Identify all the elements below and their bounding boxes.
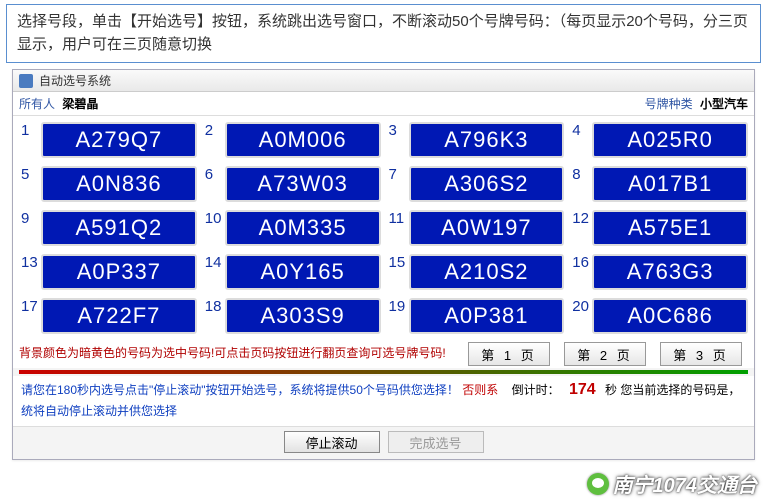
app-window: 自动选号系统 所有人 梁碧晶 号牌种类 小型汽车 1A279Q72A0M0063… [12, 69, 755, 460]
plate-value: A73W03 [225, 166, 381, 202]
category-label: 号牌种类 [645, 97, 693, 111]
plate-cell[interactable]: 18A303S9 [203, 296, 381, 336]
plate-index: 3 [387, 120, 409, 139]
plate-grid-area: 1A279Q72A0M0063A796K34A025R05A0N8366A73W… [13, 116, 754, 340]
plate-value: A0Y165 [225, 254, 381, 290]
plate-cell[interactable]: 11A0W197 [387, 208, 565, 248]
status-row: 请您在180秒内选号点击"停止滚动"按钮开始选号，系统将提供50个号码供您选择！… [13, 376, 754, 426]
plate-value: A575E1 [592, 210, 748, 246]
gradient-divider [19, 370, 748, 374]
plate-value: A0M335 [225, 210, 381, 246]
plate-cell[interactable]: 4A025R0 [570, 120, 748, 160]
status-line2: 统将自动停止滚动并供您选择 [21, 404, 177, 418]
plate-cell[interactable]: 1A279Q7 [19, 120, 197, 160]
plate-cell[interactable]: 8A017B1 [570, 164, 748, 204]
plate-value: A763G3 [592, 254, 748, 290]
plate-index: 12 [570, 208, 592, 227]
plate-cell[interactable]: 17A722F7 [19, 296, 197, 336]
plate-grid: 1A279Q72A0M0063A796K34A025R05A0N8366A73W… [15, 120, 752, 336]
plate-index: 11 [387, 208, 409, 227]
plate-cell[interactable]: 6A73W03 [203, 164, 381, 204]
plate-index: 13 [19, 252, 41, 271]
plate-index: 4 [570, 120, 592, 139]
plate-index: 9 [19, 208, 41, 227]
plate-index: 17 [19, 296, 41, 315]
plate-value: A591Q2 [41, 210, 197, 246]
plate-index: 5 [19, 164, 41, 183]
page-1-button[interactable]: 第 1 页 [468, 342, 550, 366]
plate-cell[interactable]: 7A306S2 [387, 164, 565, 204]
app-icon [19, 74, 33, 88]
plate-index: 16 [570, 252, 592, 271]
plate-cell[interactable]: 19A0P381 [387, 296, 565, 336]
plate-cell[interactable]: 15A210S2 [387, 252, 565, 292]
plate-value: A0W197 [409, 210, 565, 246]
finish-select-button: 完成选号 [388, 431, 484, 453]
plate-value: A0P381 [409, 298, 565, 334]
countdown-label: 倒计时： [512, 383, 560, 397]
owner-value: 梁碧晶 [62, 97, 98, 111]
instruction-text: 选择号段，单击【开始选号】按钮，系统跳出选号窗口，不断滚动50个号牌号码：（每页… [6, 4, 761, 63]
plate-cell[interactable]: 2A0M006 [203, 120, 381, 160]
plate-value: A306S2 [409, 166, 565, 202]
plate-cell[interactable]: 5A0N836 [19, 164, 197, 204]
plate-index: 20 [570, 296, 592, 315]
plate-cell[interactable]: 14A0Y165 [203, 252, 381, 292]
countdown-seconds: 174 [563, 381, 602, 398]
plate-cell[interactable]: 20A0C686 [570, 296, 748, 336]
category-value: 小型汽车 [700, 97, 748, 111]
owner-bar: 所有人 梁碧晶 号牌种类 小型汽车 [13, 92, 754, 116]
plate-index: 19 [387, 296, 409, 315]
plate-index: 8 [570, 164, 592, 183]
page-3-button[interactable]: 第 3 页 [660, 342, 742, 366]
plate-cell[interactable]: 3A796K3 [387, 120, 565, 160]
plate-value: A210S2 [409, 254, 565, 290]
status-prefix: 请您在180秒内选号点击"停止滚动"按钮开始选号，系统将提供50个号码供您选择！ [21, 383, 459, 397]
plate-value: A017B1 [592, 166, 748, 202]
page-2-button[interactable]: 第 2 页 [564, 342, 646, 366]
plate-index: 2 [203, 120, 225, 139]
hint-text: 背景颜色为暗黄色的号码为选中号码!可点击页码按钮进行翻页查询可选号牌号码! [19, 346, 468, 362]
plate-value: A722F7 [41, 298, 197, 334]
plate-index: 15 [387, 252, 409, 271]
watermark: 南宁1074交通台 [587, 469, 758, 498]
plate-value: A0C686 [592, 298, 748, 334]
action-row: 停止滚动 完成选号 [13, 426, 754, 459]
plate-cell[interactable]: 13A0P337 [19, 252, 197, 292]
plate-cell[interactable]: 12A575E1 [570, 208, 748, 248]
status-suffix1: 秒 您当前选择的号码是， [605, 383, 740, 397]
plate-index: 18 [203, 296, 225, 315]
plate-value: A0M006 [225, 122, 381, 158]
plate-index: 7 [387, 164, 409, 183]
hint-row: 背景颜色为暗黄色的号码为选中号码!可点击页码按钮进行翻页查询可选号牌号码! 第 … [13, 340, 754, 368]
plate-value: A0N836 [41, 166, 197, 202]
plate-index: 6 [203, 164, 225, 183]
plate-value: A796K3 [409, 122, 565, 158]
status-otherwise: 否则系 [462, 383, 498, 397]
plate-value: A0P337 [41, 254, 197, 290]
plate-index: 1 [19, 120, 41, 139]
plate-index: 14 [203, 252, 225, 271]
page-buttons: 第 1 页 第 2 页 第 3 页 [468, 342, 748, 366]
plate-value: A025R0 [592, 122, 748, 158]
plate-cell[interactable]: 16A763G3 [570, 252, 748, 292]
window-titlebar: 自动选号系统 [13, 70, 754, 92]
plate-value: A303S9 [225, 298, 381, 334]
window-title: 自动选号系统 [39, 72, 111, 89]
plate-index: 10 [203, 208, 225, 227]
owner-label: 所有人 [19, 97, 55, 111]
stop-scroll-button[interactable]: 停止滚动 [284, 431, 380, 453]
wechat-icon [587, 473, 609, 495]
watermark-text: 南宁1074交通台 [613, 469, 758, 498]
plate-cell[interactable]: 9A591Q2 [19, 208, 197, 248]
plate-value: A279Q7 [41, 122, 197, 158]
plate-cell[interactable]: 10A0M335 [203, 208, 381, 248]
